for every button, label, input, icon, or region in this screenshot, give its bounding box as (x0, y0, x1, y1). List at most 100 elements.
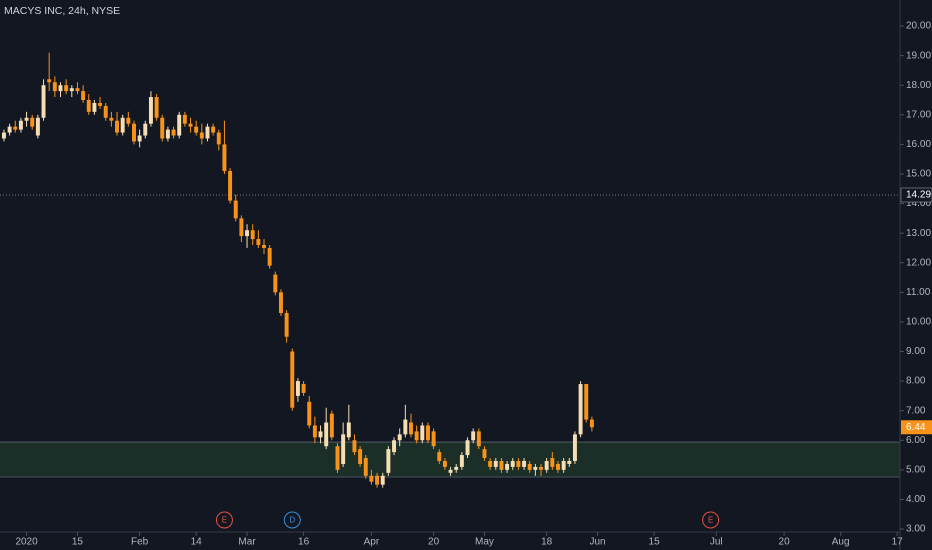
candle-body (233, 200, 238, 219)
candle-body (284, 313, 289, 337)
candle-body (52, 82, 57, 92)
candle-body (578, 384, 583, 435)
candle-body (92, 102, 97, 112)
candle-body (584, 384, 589, 420)
x-tick-label: 20 (779, 537, 791, 548)
candle-body (1, 132, 6, 139)
candle-body (199, 132, 204, 139)
candle-body (222, 144, 227, 172)
candle-body (346, 422, 351, 438)
event-label: E (222, 516, 227, 525)
candle-body (24, 117, 29, 121)
last-price-box (901, 420, 932, 435)
candle-body (533, 466, 538, 470)
candle-body (369, 475, 374, 482)
x-tick-label: May (475, 537, 494, 548)
candle-body (47, 79, 52, 83)
candle-body (414, 431, 419, 441)
candle-body (403, 419, 408, 435)
y-tick-label: 18.00 (906, 80, 931, 91)
candle-body (188, 123, 193, 127)
y-tick-label: 17.00 (906, 109, 931, 120)
candle-body (120, 117, 125, 133)
y-tick-label: 16.00 (906, 139, 931, 150)
candle-body (148, 97, 153, 124)
x-tick-label: 15 (72, 537, 84, 548)
candle-body (250, 230, 255, 240)
candle-body (522, 460, 527, 467)
x-tick-label: 14 (191, 537, 203, 548)
x-tick-label: Aug (832, 537, 850, 548)
candle-body (459, 455, 464, 467)
candle-body (544, 460, 549, 470)
candle-body (341, 434, 346, 464)
candle-body (318, 431, 323, 438)
y-tick-label: 15.00 (906, 169, 931, 180)
candle-body (228, 171, 233, 201)
y-tick-label: 3.00 (906, 524, 926, 535)
x-tick-label: Jun (589, 537, 605, 548)
candle-body (154, 97, 159, 118)
candle-body (493, 460, 498, 467)
candle-body (35, 117, 40, 136)
reference-price-label: 14.29 (906, 190, 931, 201)
candle-body (98, 102, 103, 106)
candle-body (7, 126, 12, 133)
candle-body (64, 85, 69, 92)
candle-body (527, 463, 532, 470)
candle-body (295, 381, 300, 396)
event-marker (215, 511, 233, 529)
candle-body (516, 460, 521, 467)
x-tick-label: 18 (541, 537, 553, 548)
candle-body (18, 120, 23, 130)
candle-body (211, 126, 216, 133)
event-label: D (289, 516, 295, 525)
y-tick-label: 6.00 (906, 435, 926, 446)
candle-body (256, 239, 261, 245)
candle-body (499, 460, 504, 470)
candle-body (301, 384, 306, 393)
candle-body (572, 434, 577, 461)
candle-body (442, 460, 447, 467)
candle-body (216, 132, 221, 145)
candle-body (505, 463, 510, 470)
y-tick-label: 20.00 (906, 21, 931, 32)
candle-body (380, 475, 385, 485)
candle-body (290, 351, 295, 408)
x-tick-label: 20 (428, 537, 440, 548)
candle-body (335, 446, 340, 470)
reference-price-box (900, 187, 932, 203)
candle-body (115, 120, 120, 133)
candle-body (13, 126, 18, 130)
candle-body (177, 114, 182, 136)
candle-body (109, 117, 114, 121)
y-tick-label: 5.00 (906, 465, 926, 476)
candle-body (363, 458, 368, 476)
candle-body (137, 135, 142, 142)
candle-body (75, 88, 80, 92)
candle-body (307, 401, 312, 426)
x-tick-label: Mar (238, 537, 256, 548)
y-tick-label: 12.00 (906, 257, 931, 268)
candle-body (165, 129, 170, 139)
candle-body (409, 422, 413, 435)
candle-body (392, 440, 397, 453)
candle-body (482, 449, 487, 459)
candle-body (182, 114, 187, 124)
x-tick-label: 15 (649, 537, 661, 548)
y-tick-label: 9.00 (906, 346, 926, 357)
candle-body (397, 434, 402, 441)
candle-body (324, 422, 329, 447)
candle-body (431, 431, 436, 447)
y-tick-label: 13.00 (906, 228, 931, 239)
candle-body (81, 91, 86, 101)
event-marker (283, 511, 301, 529)
candle-body (278, 292, 283, 314)
candle-body (420, 425, 425, 441)
candle-body (245, 230, 250, 237)
candle-body (262, 244, 266, 248)
candle-body (126, 117, 131, 124)
candle-body (488, 460, 493, 467)
candle-body (69, 88, 74, 92)
